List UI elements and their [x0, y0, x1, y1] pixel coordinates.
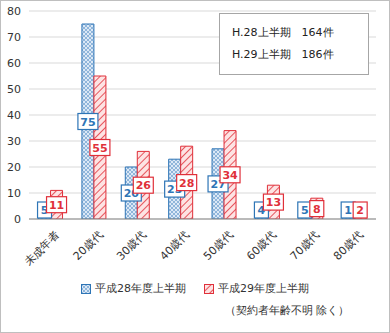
svg-text:60歳代: 60歳代 — [244, 228, 279, 263]
html-text:（契約者年齢不明 除く）: （契約者年齢不明 除く） — [224, 304, 349, 317]
svg-text:27: 27 — [210, 177, 226, 191]
svg-text:13: 13 — [266, 196, 281, 209]
svg-text:26: 26 — [136, 179, 152, 192]
svg-text:20: 20 — [123, 187, 139, 200]
svg-text:50: 50 — [8, 83, 21, 96]
svg-text:40: 40 — [8, 109, 21, 122]
svg-text:34: 34 — [222, 169, 238, 182]
svg-text:5: 5 — [40, 204, 49, 217]
svg-text:20歳代: 20歳代 — [71, 228, 106, 263]
html-text:平成29年度上半期: 平成29年度上半期 — [218, 282, 309, 295]
html-text:H.29上半期 186件: H.29上半期 186件 — [232, 48, 334, 61]
svg-text:70: 70 — [8, 31, 21, 44]
svg-text:60: 60 — [8, 57, 21, 70]
svg-text:80歳代: 80歳代 — [331, 228, 366, 263]
svg-text:5: 5 — [301, 204, 309, 217]
svg-text:1: 1 — [344, 204, 352, 217]
svg-text:20: 20 — [8, 161, 21, 174]
svg-text:0: 0 — [14, 213, 21, 226]
html-text:H.28上半期 164件: H.28上半期 164件 — [232, 26, 334, 39]
svg-text:40歳代: 40歳代 — [158, 228, 193, 263]
svg-text:28: 28 — [179, 177, 194, 190]
svg-text:55: 55 — [92, 142, 107, 155]
svg-text:75: 75 — [80, 116, 95, 129]
svg-text:未成年者: 未成年者 — [22, 228, 62, 267]
svg-text:70歳代: 70歳代 — [288, 228, 323, 263]
html-text:平成28年度上半期: 平成28年度上半期 — [95, 282, 186, 295]
svg-text:10: 10 — [8, 187, 21, 200]
svg-text:50歳代: 50歳代 — [201, 228, 236, 263]
svg-text:2: 2 — [356, 204, 364, 217]
svg-text:23: 23 — [167, 183, 183, 197]
svg-text:30歳代: 30歳代 — [114, 228, 149, 263]
svg-text:11: 11 — [49, 199, 64, 212]
svg-text:8: 8 — [313, 203, 321, 216]
svg-text:80: 80 — [8, 5, 21, 18]
svg-text:30: 30 — [8, 135, 21, 148]
svg-text:4: 4 — [257, 204, 266, 217]
